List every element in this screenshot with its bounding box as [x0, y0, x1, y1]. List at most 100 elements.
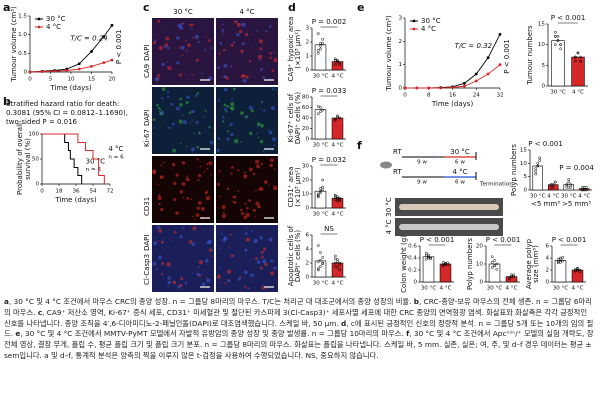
- micrograph-texture: [256, 29, 259, 32]
- data-point: [316, 32, 320, 35]
- micrograph-texture: [204, 48, 207, 51]
- data-point: [554, 30, 557, 34]
- micrograph-texture: [273, 144, 276, 147]
- data-point: [338, 196, 342, 200]
- micrograph-texture: [269, 163, 273, 168]
- data-point: [538, 156, 542, 160]
- y-tick-label: 5: [523, 174, 527, 180]
- data-point: [77, 67, 81, 71]
- micrograph-texture: [192, 132, 195, 135]
- data-point: [567, 185, 571, 189]
- data-point: [493, 259, 496, 262]
- micrograph-texture: [155, 103, 159, 107]
- micrograph-texture: [233, 87, 236, 91]
- data-point: [338, 61, 342, 65]
- data-point: [534, 167, 538, 171]
- y-tick-label: 0: [413, 280, 417, 286]
- micrograph-texture: [222, 32, 224, 35]
- micrograph-texture: [260, 250, 264, 254]
- micrograph-texture: [161, 97, 164, 100]
- micrograph-texture: [222, 120, 225, 123]
- data-point: [574, 59, 577, 63]
- column-label: 30 °C: [173, 8, 193, 16]
- micrograph-texture: [179, 142, 182, 145]
- schematic-temp: 30 °C: [450, 148, 470, 156]
- y-tick-label: 40: [302, 116, 310, 122]
- data-point: [441, 264, 445, 268]
- micrograph-texture: [236, 32, 240, 37]
- micrograph-texture: [154, 39, 157, 42]
- micrograph-texture: [262, 76, 266, 80]
- micrograph-texture: [198, 275, 200, 277]
- x-tick-label: 0: [403, 93, 407, 99]
- micrograph-texture: [218, 170, 221, 173]
- micrograph-texture: [258, 39, 263, 44]
- y-tick-label: 3: [305, 26, 309, 32]
- micrograph-texture: [244, 285, 247, 288]
- row-label: DAPI: [143, 45, 151, 61]
- y-tick-label: 0: [523, 188, 527, 194]
- micrograph-texture: [195, 213, 200, 217]
- data-point: [316, 244, 320, 247]
- y-tick-label: 20: [302, 178, 310, 184]
- y-tick-label: 6: [545, 244, 549, 250]
- data-point: [582, 185, 586, 189]
- column-label: 4 °C: [239, 8, 254, 16]
- micrograph-texture: [245, 226, 247, 229]
- row-label: DAPI: [143, 235, 151, 251]
- micrograph-texture: [216, 182, 220, 186]
- data-point: [580, 188, 584, 192]
- micrograph: [216, 156, 278, 223]
- data-point: [316, 194, 320, 197]
- panel-text: 0.3081 (95% CI = 0.0812–1.1690),: [6, 109, 128, 117]
- caption-text: , c에 표시된 긍정적인 신호의 정량적 분석. n = 그룹당 5개 또는 …: [4, 318, 594, 339]
- caption-text: , 30 °C 및 4 °C 조건에서 Apcᵐⁱⁿ/⁺ 모델의 실험 개략도,…: [4, 329, 594, 360]
- x-tick-label: 16: [449, 93, 457, 99]
- micrograph-texture: [239, 275, 242, 279]
- y-tick-label: 1: [398, 62, 402, 68]
- micrograph-texture: [269, 51, 272, 55]
- micrograph-texture: [250, 273, 254, 278]
- micrograph-texture: [181, 54, 184, 57]
- panel-label: e: [357, 1, 364, 14]
- micrograph-texture: [201, 29, 203, 32]
- data-point: [424, 251, 428, 255]
- micrograph-texture: [221, 23, 224, 26]
- data-point: [554, 43, 557, 47]
- data-point: [490, 255, 494, 259]
- data-point: [556, 39, 560, 42]
- micrograph-texture: [188, 240, 193, 244]
- y-tick-label: 15: [538, 22, 546, 28]
- x-tick-label: 20: [108, 77, 116, 83]
- micrograph-texture: [231, 43, 234, 47]
- micrograph-texture: [245, 212, 250, 218]
- micrograph-texture: [160, 110, 165, 115]
- bar: [331, 61, 344, 71]
- survival-curve: [42, 133, 105, 184]
- y-tick-label: 0.6: [408, 244, 417, 250]
- micrograph-texture: [230, 132, 234, 137]
- data-point: [510, 275, 513, 278]
- micrograph-texture: [167, 280, 171, 285]
- micrograph-texture: [253, 238, 258, 244]
- micrograph-texture: [184, 39, 187, 42]
- y-tick-label: 5: [541, 63, 545, 69]
- x-tick-label: 54: [89, 189, 97, 195]
- micrograph-texture: [201, 282, 206, 287]
- row-label: Cl-Casp3: [143, 254, 151, 285]
- data-point: [553, 180, 557, 184]
- data-point: [561, 259, 565, 263]
- bar: [505, 276, 518, 283]
- micrograph-texture: [243, 171, 246, 174]
- annotation: P = 0.032: [312, 156, 347, 164]
- data-point: [490, 266, 494, 269]
- data-point: [462, 84, 466, 88]
- data-point: [336, 199, 339, 203]
- micrograph-texture: [192, 36, 194, 39]
- micrograph-texture: [182, 226, 185, 229]
- row-label: DAPI: [143, 110, 151, 126]
- micrograph-texture: [203, 116, 205, 118]
- data-point: [316, 112, 320, 116]
- category-label: 4 °C: [505, 286, 517, 292]
- data-point: [319, 47, 322, 51]
